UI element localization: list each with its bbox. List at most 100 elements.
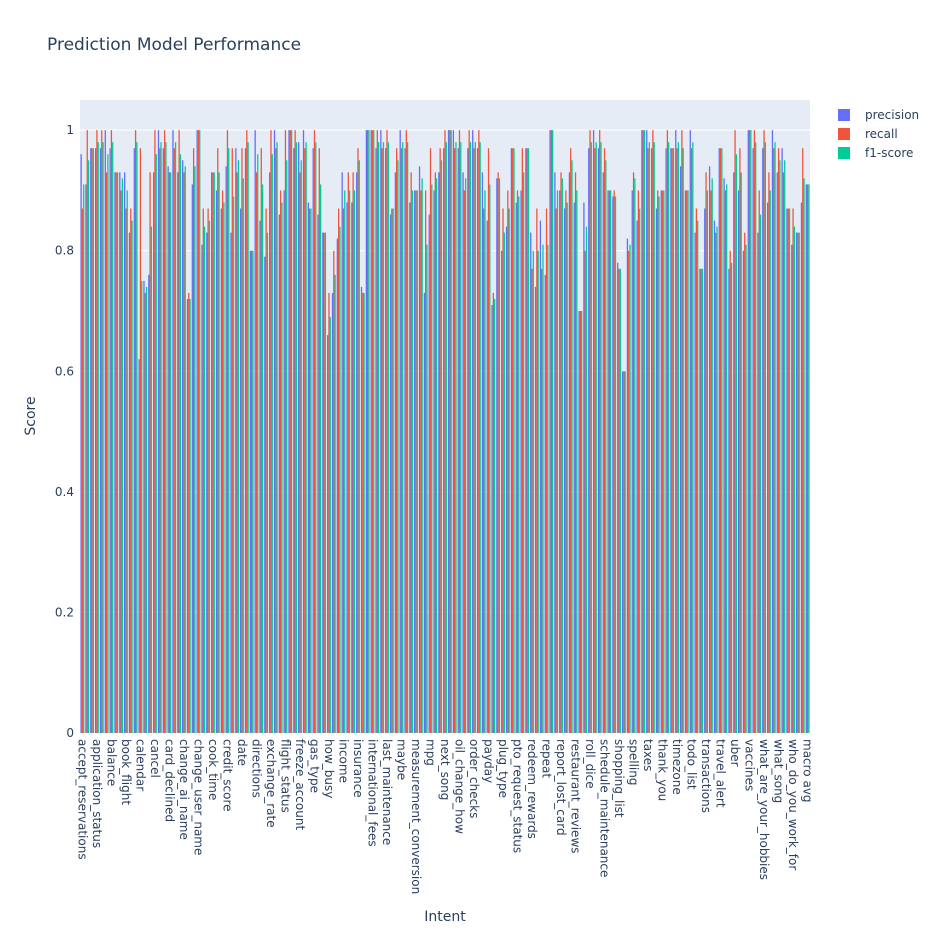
bar xyxy=(376,130,378,734)
bar xyxy=(269,172,271,734)
bar xyxy=(759,214,762,734)
bar xyxy=(786,208,788,733)
bar xyxy=(626,238,629,733)
bar xyxy=(254,130,256,734)
bar xyxy=(313,130,316,734)
bar xyxy=(740,172,742,734)
y-tick-label: 0.6 xyxy=(55,364,74,378)
bar xyxy=(438,172,440,734)
bar xyxy=(261,184,264,733)
x-tick-label: calendar xyxy=(133,739,147,791)
bar xyxy=(217,148,219,733)
x-tick-label: order_checks xyxy=(467,739,481,818)
bar xyxy=(159,148,161,733)
bar xyxy=(516,190,519,733)
bar xyxy=(624,371,626,733)
x-tick-label: travel_alert xyxy=(714,739,728,808)
bar xyxy=(249,250,251,733)
bar xyxy=(426,244,428,733)
x-tick-label: report_lost_card xyxy=(554,739,568,836)
bar xyxy=(689,130,691,734)
bar xyxy=(797,232,799,733)
bar xyxy=(563,208,566,733)
x-tick-label: macro avg xyxy=(801,739,815,803)
bar xyxy=(522,172,525,734)
x-tick-label: date xyxy=(235,739,249,766)
bar xyxy=(237,160,240,734)
bar xyxy=(734,130,736,734)
bar xyxy=(397,160,399,734)
bar xyxy=(694,232,696,733)
x-tick-label: todo_list xyxy=(685,739,699,790)
bar xyxy=(105,172,108,734)
bar xyxy=(418,166,421,734)
bar xyxy=(342,208,345,733)
legend-swatch xyxy=(838,147,850,159)
bar xyxy=(236,172,238,734)
bar xyxy=(791,244,793,733)
bar xyxy=(779,160,781,734)
x-tick-label: restaurant_reviews xyxy=(569,739,583,854)
bar xyxy=(469,142,472,733)
bar xyxy=(139,148,142,733)
bar xyxy=(149,172,151,734)
bar xyxy=(381,148,383,733)
bar xyxy=(705,172,707,734)
bar xyxy=(192,148,195,733)
bar xyxy=(123,172,126,734)
bar xyxy=(97,142,99,733)
bar xyxy=(283,190,285,733)
bar xyxy=(632,172,635,734)
bar xyxy=(452,130,455,734)
x-tick-label: cook_time xyxy=(206,739,220,800)
x-tick-label: plug_type xyxy=(496,739,510,798)
bar xyxy=(431,184,433,733)
bar xyxy=(402,142,404,733)
bar xyxy=(121,178,124,733)
bar xyxy=(307,202,309,733)
bar xyxy=(172,130,174,734)
bar xyxy=(348,190,351,733)
bar xyxy=(534,286,537,733)
bar xyxy=(440,160,443,734)
bar xyxy=(764,142,767,733)
bar xyxy=(247,142,249,733)
bar xyxy=(360,286,363,733)
bar xyxy=(629,244,631,733)
bar xyxy=(771,130,774,734)
bar xyxy=(373,130,375,734)
bar xyxy=(273,130,276,734)
bar xyxy=(294,130,296,734)
bar xyxy=(602,172,604,734)
bar xyxy=(552,130,554,734)
bar xyxy=(478,130,480,734)
bar xyxy=(114,172,116,734)
bar xyxy=(726,184,728,733)
bar xyxy=(753,130,756,734)
bar xyxy=(715,232,717,733)
bar xyxy=(652,130,654,734)
x-tick-label: directions xyxy=(249,739,263,798)
bar xyxy=(657,190,659,733)
bar xyxy=(675,130,677,734)
bar xyxy=(163,130,166,734)
x-tick-label: what_are_your_hobbies xyxy=(757,739,771,880)
bar xyxy=(264,256,266,733)
bar xyxy=(710,190,712,733)
bar xyxy=(183,172,185,734)
bar xyxy=(597,148,600,733)
bar xyxy=(353,190,356,733)
bar xyxy=(457,148,459,733)
bar xyxy=(257,154,259,733)
bar xyxy=(414,190,416,733)
bar xyxy=(207,208,209,733)
bar xyxy=(713,220,716,734)
bar xyxy=(329,317,331,733)
bar xyxy=(144,292,146,733)
bar xyxy=(206,232,208,733)
bar xyxy=(429,148,432,733)
bar xyxy=(708,166,711,734)
bar xyxy=(623,371,625,733)
bar xyxy=(550,130,553,734)
bar xyxy=(512,148,514,733)
